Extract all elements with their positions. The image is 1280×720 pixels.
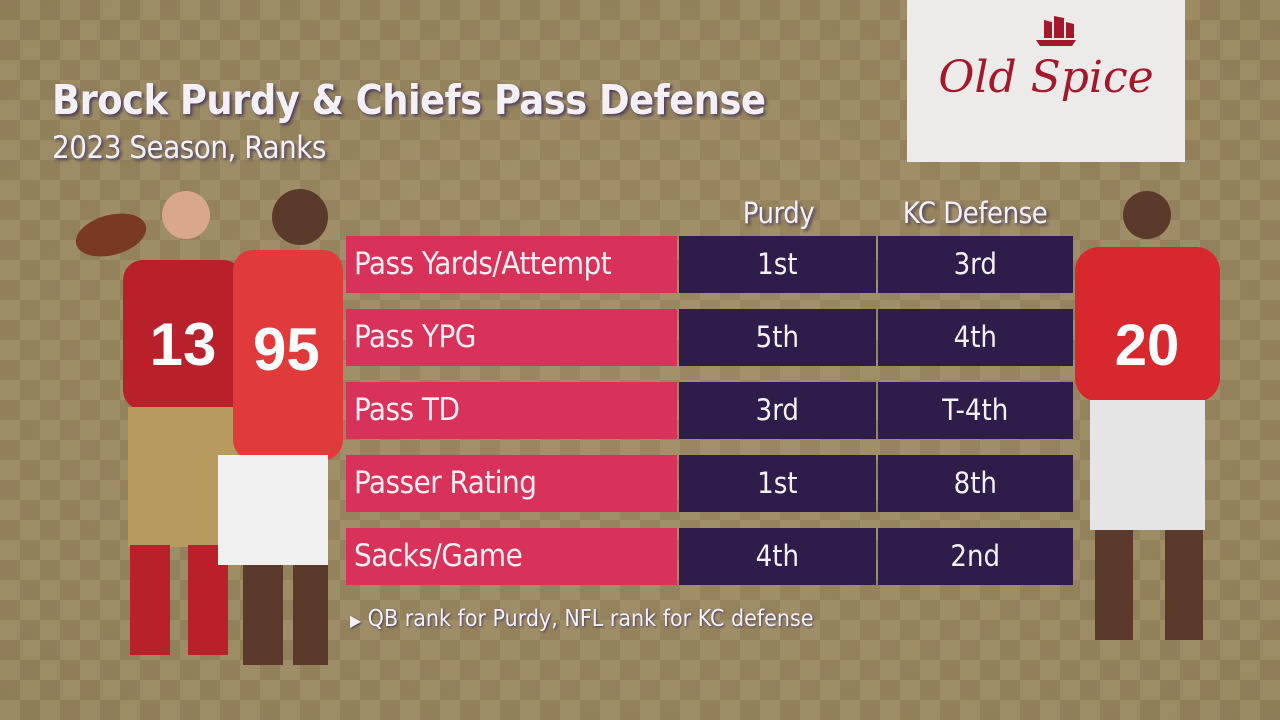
purdy-rank: 4th — [679, 528, 876, 585]
purdy-rank: 1st — [679, 455, 876, 512]
table-row: Pass Yards/Attempt 1st 3rd — [346, 236, 1073, 293]
purdy-rank: 1st — [679, 236, 876, 293]
kc-rank: 2nd — [877, 528, 1073, 585]
table-row: Pass TD 3rd T-4th — [346, 382, 1073, 439]
ship-icon — [1036, 16, 1076, 46]
svg-text:95: 95 — [253, 316, 320, 383]
sponsor-logo: Old Spice — [907, 0, 1185, 162]
footnote: ▶ QB rank for Purdy, NFL rank for KC def… — [350, 606, 814, 632]
triangle-right-icon: ▶ — [350, 611, 362, 630]
kc-rank: 4th — [877, 309, 1073, 366]
page-title: Brock Purdy & Chiefs Pass Defense — [52, 76, 766, 124]
table-row: Sacks/Game 4th 2nd — [346, 528, 1073, 585]
page-subtitle: 2023 Season, Ranks — [52, 130, 326, 166]
row-label: Pass YPG — [346, 309, 678, 366]
kc-rank: 3rd — [877, 236, 1073, 293]
kc-rank: 8th — [877, 455, 1073, 512]
sponsor-logo-text: Old Spice — [938, 52, 1154, 103]
column-header-kc-defense: KC Defense — [902, 196, 1048, 230]
kc-rank: T-4th — [877, 382, 1073, 439]
table-row: Pass YPG 5th 4th — [346, 309, 1073, 366]
row-label: Sacks/Game — [346, 528, 678, 585]
table-row: Passer Rating 1st 8th — [346, 455, 1073, 512]
column-header-purdy: Purdy — [742, 196, 815, 230]
player-photos-left: 13 95 — [75, 189, 343, 665]
row-label: Passer Rating — [346, 455, 678, 512]
svg-text:20: 20 — [1115, 313, 1180, 378]
purdy-rank: 3rd — [679, 382, 876, 439]
footnote-text: QB rank for Purdy, NFL rank for KC defen… — [367, 606, 814, 632]
svg-text:13: 13 — [150, 311, 217, 378]
player-photo-right: 20 — [1075, 191, 1220, 640]
row-label: Pass Yards/Attempt — [346, 236, 678, 293]
purdy-rank: 5th — [679, 309, 876, 366]
row-label: Pass TD — [346, 382, 678, 439]
